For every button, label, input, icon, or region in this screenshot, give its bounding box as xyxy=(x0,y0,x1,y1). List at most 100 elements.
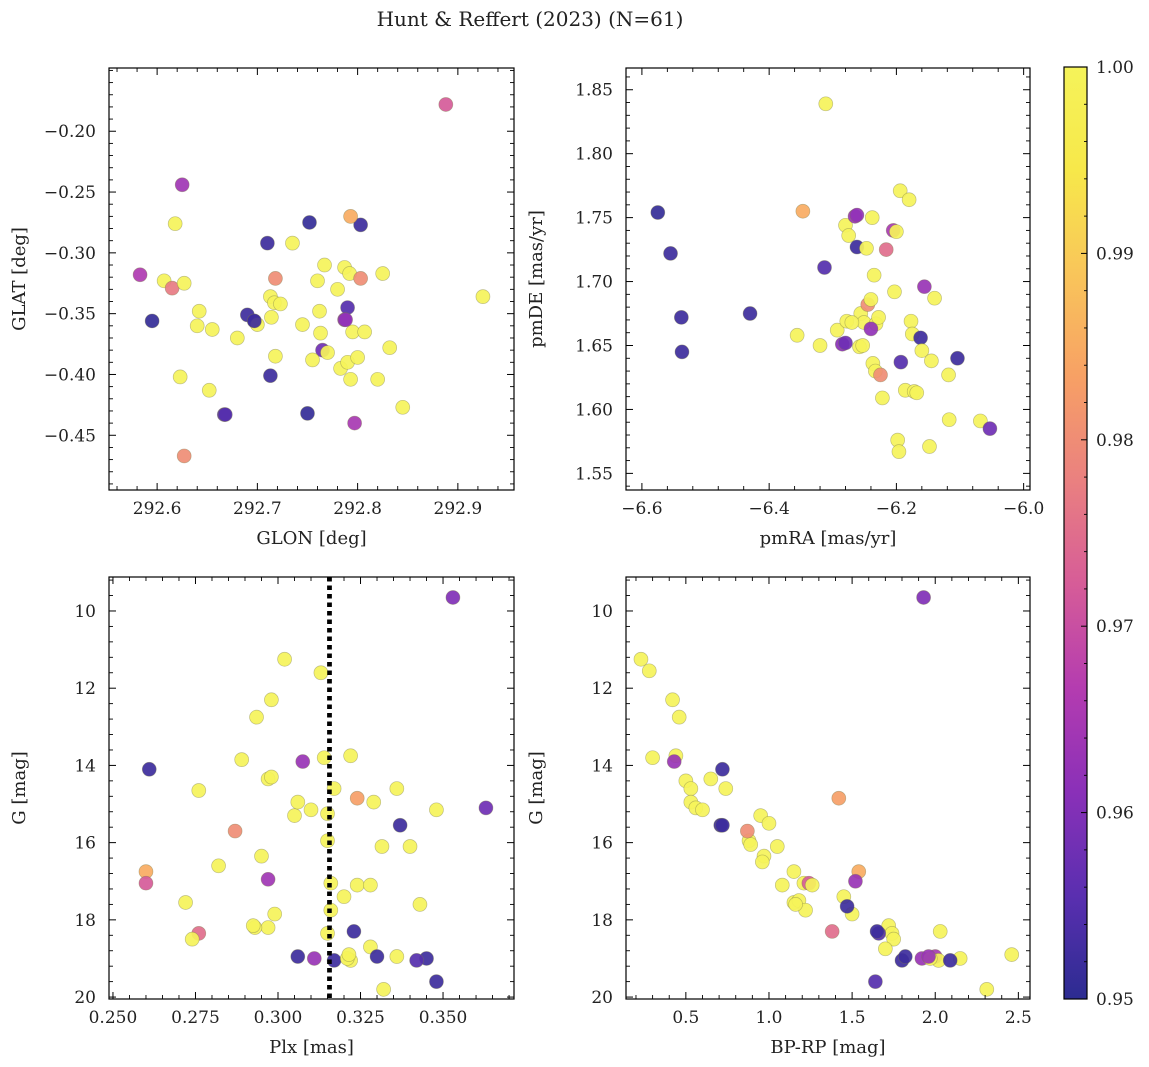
data-point xyxy=(863,292,879,307)
data-point xyxy=(287,808,302,823)
colorbar-tick-label: 0.95 xyxy=(1096,990,1134,1010)
data-point xyxy=(191,303,207,319)
y-tick-label: −0.20 xyxy=(44,122,96,142)
data-point xyxy=(438,97,454,112)
data-point xyxy=(859,240,874,256)
colorbar-tick-label: 0.99 xyxy=(1096,244,1134,264)
x-tick-label: −6.0 xyxy=(1003,499,1044,519)
data-point xyxy=(409,953,424,968)
data-point xyxy=(891,444,907,459)
data-point xyxy=(838,335,853,351)
data-point xyxy=(848,873,863,889)
data-point xyxy=(769,839,785,854)
data-point xyxy=(340,300,355,315)
data-point xyxy=(254,848,269,864)
data-point xyxy=(295,317,310,332)
data-point xyxy=(932,924,948,939)
data-point xyxy=(303,802,319,818)
y-axis-label: pmDE [mas/yr] xyxy=(526,210,547,348)
data-point xyxy=(341,947,357,962)
data-point xyxy=(829,322,845,338)
data-point xyxy=(921,949,936,964)
x-axis-label: BP-RP [mag] xyxy=(770,1037,885,1058)
data-point xyxy=(878,242,894,257)
y-tick-label: 1.75 xyxy=(575,209,613,229)
data-point xyxy=(290,794,306,810)
y-tick-label: 10 xyxy=(591,602,613,622)
data-point xyxy=(382,340,398,356)
figure-title: Hunt & Reffert (2023) (N=61) xyxy=(377,7,684,31)
data-point xyxy=(402,839,418,854)
data-point xyxy=(869,924,885,939)
data-point xyxy=(138,875,154,891)
data-point xyxy=(412,897,428,912)
data-point xyxy=(445,590,461,605)
data-point xyxy=(873,367,888,383)
data-point xyxy=(313,325,328,341)
data-point xyxy=(715,817,730,833)
data-point xyxy=(211,858,226,874)
data-point xyxy=(889,224,904,240)
data-point xyxy=(349,790,365,806)
data-point xyxy=(674,344,690,360)
data-point xyxy=(389,949,405,964)
data-point xyxy=(942,953,958,968)
data-point xyxy=(229,330,245,346)
y-tick-label: 14 xyxy=(74,756,96,776)
data-point xyxy=(363,877,378,893)
data-point xyxy=(300,406,315,421)
parallax-points xyxy=(138,577,494,999)
data-point xyxy=(338,312,353,328)
data-point xyxy=(718,781,734,796)
y-axis-label: G [mag] xyxy=(9,751,30,824)
data-point xyxy=(641,663,657,679)
data-point xyxy=(429,974,444,989)
colorbar-tick-label: 1.00 xyxy=(1096,58,1134,78)
colorbar-gradient xyxy=(1063,66,1088,1000)
x-axis-label: pmRA [mas/yr] xyxy=(760,528,897,549)
data-point xyxy=(941,412,957,428)
y-tick-label: 1.60 xyxy=(575,400,613,420)
data-point xyxy=(268,348,283,364)
cmd-points xyxy=(633,590,1020,997)
data-point xyxy=(927,290,942,306)
data-point xyxy=(979,981,995,997)
data-point xyxy=(305,352,320,368)
data-point xyxy=(868,974,883,989)
data-point xyxy=(429,802,444,818)
x-axis-label: Plx [mas] xyxy=(269,1037,354,1058)
data-point xyxy=(855,338,871,353)
data-point xyxy=(893,354,909,370)
x-tick-label: 292.8 xyxy=(333,499,382,519)
data-point xyxy=(260,235,275,251)
data-point xyxy=(353,271,368,286)
data-point xyxy=(754,854,770,870)
data-point xyxy=(317,257,332,273)
data-point xyxy=(346,924,362,939)
x-tick-label: 292.9 xyxy=(434,499,483,519)
data-point xyxy=(191,783,207,798)
data-point xyxy=(849,207,865,223)
data-point xyxy=(343,371,358,387)
data-point xyxy=(290,949,306,964)
y-tick-label: −0.25 xyxy=(44,183,96,203)
data-point xyxy=(376,981,391,997)
data-point xyxy=(264,309,279,325)
data-point xyxy=(295,754,311,769)
data-point xyxy=(742,306,758,321)
x-tick-label: −6.2 xyxy=(876,499,917,519)
y-tick-label: 20 xyxy=(591,988,613,1008)
x-tick-label: 0.250 xyxy=(89,1008,138,1028)
data-point xyxy=(234,752,250,767)
data-point xyxy=(871,310,886,325)
data-point xyxy=(740,823,755,839)
data-point xyxy=(645,750,660,766)
y-tick-label: 16 xyxy=(591,834,613,854)
data-point xyxy=(395,399,411,415)
data-point xyxy=(277,651,292,667)
data-point xyxy=(374,839,390,854)
data-point xyxy=(172,369,188,385)
data-point xyxy=(347,415,362,431)
y-tick-label: 10 xyxy=(74,602,96,622)
data-point xyxy=(273,296,288,312)
